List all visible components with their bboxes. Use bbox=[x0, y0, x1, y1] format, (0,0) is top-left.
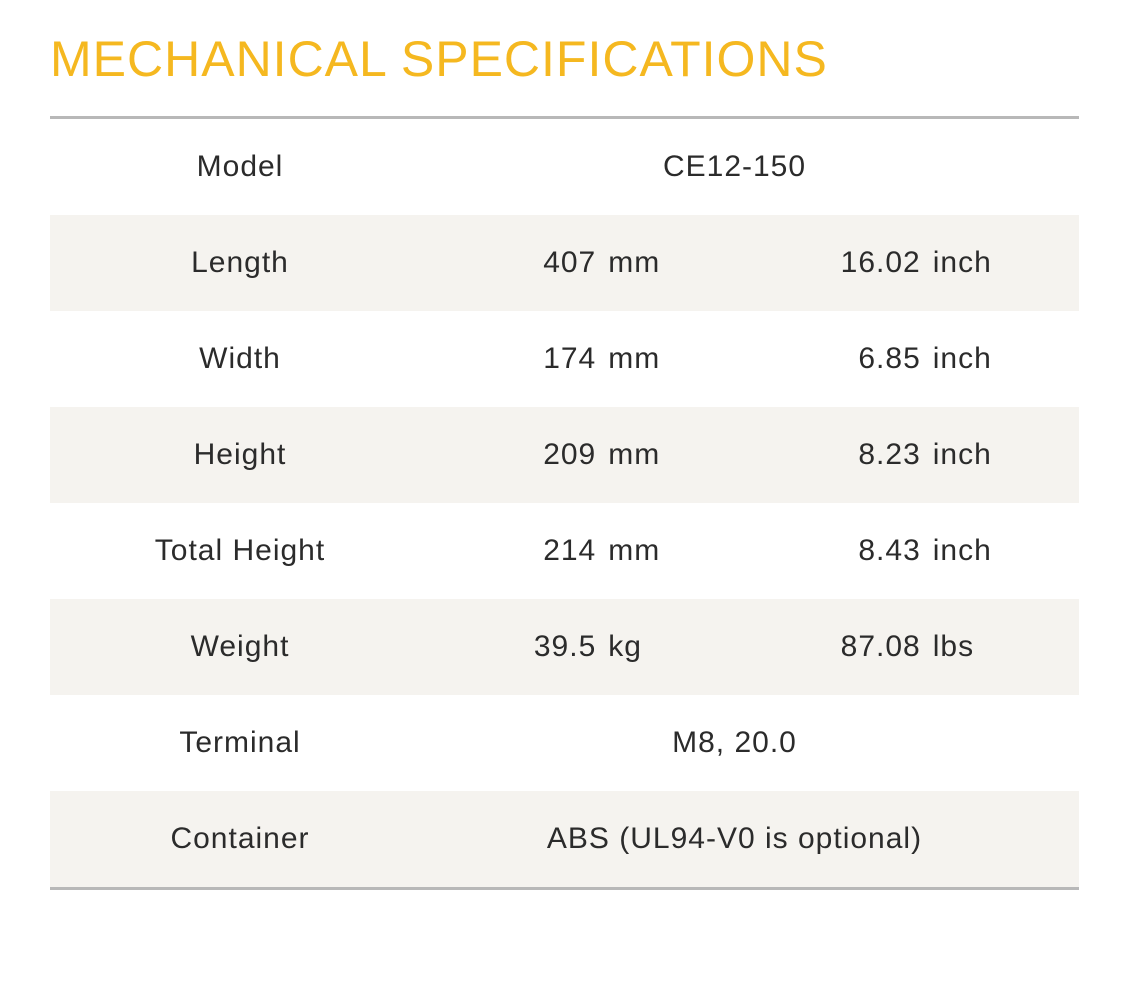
row-label: Width bbox=[50, 342, 430, 376]
spec-table: Model CE12-150 Length 407 mm 16.02 inch … bbox=[50, 116, 1079, 890]
row-value: M8, 20.0 bbox=[430, 726, 1079, 760]
table-row: Total Height 214 mm 8.43 inch bbox=[50, 503, 1079, 599]
value-unit: mm bbox=[608, 534, 678, 568]
value-unit: inch bbox=[933, 342, 1003, 376]
row-label: Weight bbox=[50, 630, 430, 664]
table-row: Weight 39.5 kg 87.08 lbs bbox=[50, 599, 1079, 695]
value-unit: mm bbox=[608, 246, 678, 280]
value-number: 174 bbox=[506, 342, 596, 376]
row-value: ABS (UL94-V0 is optional) bbox=[430, 822, 1079, 856]
row-label: Length bbox=[50, 246, 430, 280]
value-unit: lbs bbox=[933, 630, 1003, 664]
table-row: Model CE12-150 bbox=[50, 119, 1079, 215]
metric-value: 174 mm bbox=[430, 342, 755, 376]
table-row: Width 174 mm 6.85 inch bbox=[50, 311, 1079, 407]
table-row: Terminal M8, 20.0 bbox=[50, 695, 1079, 791]
value-number: 87.08 bbox=[831, 630, 921, 664]
row-label: Total Height bbox=[50, 534, 430, 568]
page-title: MECHANICAL SPECIFICATIONS bbox=[50, 30, 1079, 88]
metric-value: 39.5 kg bbox=[430, 630, 755, 664]
row-value: CE12-150 bbox=[430, 150, 1079, 184]
value-unit: inch bbox=[933, 246, 1003, 280]
imperial-value: 8.43 inch bbox=[755, 534, 1080, 568]
value-number: 8.43 bbox=[831, 534, 921, 568]
spec-sheet: MECHANICAL SPECIFICATIONS Model CE12-150… bbox=[0, 0, 1129, 930]
value-number: 16.02 bbox=[831, 246, 921, 280]
value-unit: kg bbox=[608, 630, 678, 664]
table-row: Length 407 mm 16.02 inch bbox=[50, 215, 1079, 311]
table-row: Container ABS (UL94-V0 is optional) bbox=[50, 791, 1079, 887]
imperial-value: 87.08 lbs bbox=[755, 630, 1080, 664]
value-number: 214 bbox=[506, 534, 596, 568]
metric-value: 209 mm bbox=[430, 438, 755, 472]
table-row: Height 209 mm 8.23 inch bbox=[50, 407, 1079, 503]
value-number: 209 bbox=[506, 438, 596, 472]
metric-value: 407 mm bbox=[430, 246, 755, 280]
value-number: 8.23 bbox=[831, 438, 921, 472]
value-number: 6.85 bbox=[831, 342, 921, 376]
row-label: Model bbox=[50, 150, 430, 184]
value-number: 39.5 bbox=[506, 630, 596, 664]
metric-value: 214 mm bbox=[430, 534, 755, 568]
imperial-value: 16.02 inch bbox=[755, 246, 1080, 280]
row-label: Container bbox=[50, 822, 430, 856]
row-label: Height bbox=[50, 438, 430, 472]
value-number: 407 bbox=[506, 246, 596, 280]
imperial-value: 8.23 inch bbox=[755, 438, 1080, 472]
value-unit: inch bbox=[933, 438, 1003, 472]
row-label: Terminal bbox=[50, 726, 430, 760]
value-unit: mm bbox=[608, 342, 678, 376]
imperial-value: 6.85 inch bbox=[755, 342, 1080, 376]
value-unit: inch bbox=[933, 534, 1003, 568]
value-unit: mm bbox=[608, 438, 678, 472]
